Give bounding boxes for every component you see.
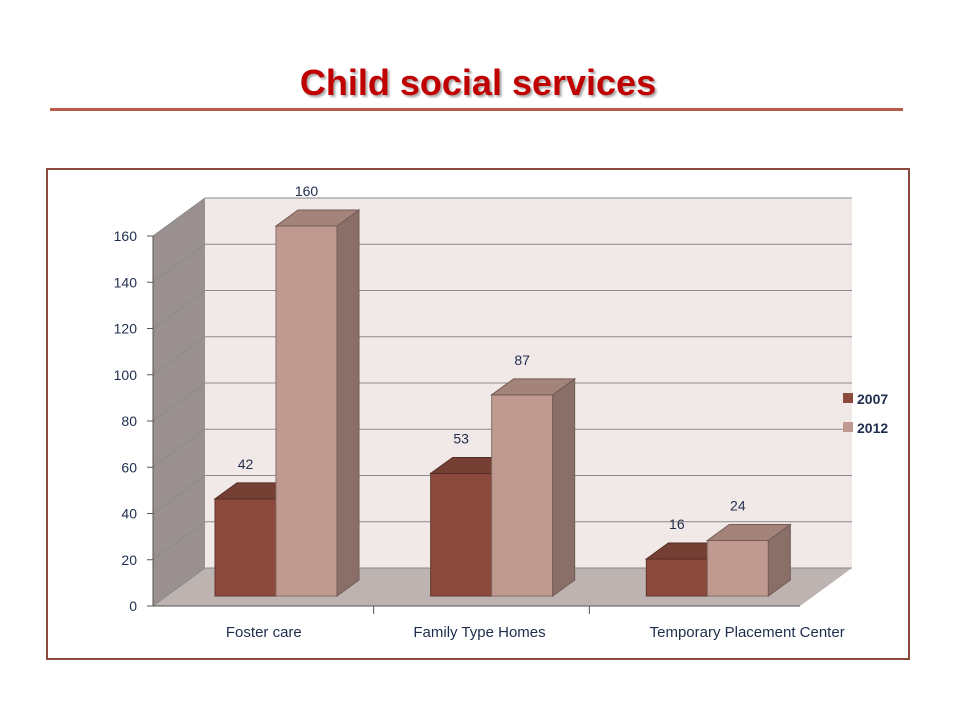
y-tick-label: 160 bbox=[114, 228, 138, 244]
category-label: Temporary Placement Center bbox=[650, 624, 845, 641]
chart-frame bbox=[46, 168, 910, 660]
legend-swatch-2012 bbox=[843, 422, 853, 432]
bar-top-2012-1 bbox=[274, 209, 361, 227]
data-label-2007-1: 42 bbox=[238, 456, 254, 472]
bar-side-2012-2 bbox=[552, 377, 576, 597]
gridline-side bbox=[152, 567, 206, 607]
bar-2012-1 bbox=[275, 225, 338, 597]
gridline-side bbox=[152, 521, 206, 561]
bar-2007-2 bbox=[430, 472, 493, 597]
y-tick-label: 60 bbox=[121, 459, 137, 475]
gridline-side bbox=[152, 336, 206, 376]
data-label-2012-1: 160 bbox=[295, 183, 319, 199]
gridline-side bbox=[152, 428, 206, 468]
gridline-side bbox=[152, 290, 206, 329]
legend-swatch-2007 bbox=[843, 393, 853, 403]
category-label: Family Type Homes bbox=[413, 624, 545, 641]
data-label-2007-2: 53 bbox=[453, 430, 469, 446]
gridline-side bbox=[152, 243, 206, 283]
gridline-side bbox=[152, 382, 206, 422]
bar-side-2012-1 bbox=[336, 209, 360, 597]
legend-label-2007: 2007 bbox=[857, 391, 888, 407]
gridline-side bbox=[152, 197, 206, 237]
bar-2007-1 bbox=[214, 498, 277, 597]
data-label-2007-3: 16 bbox=[669, 516, 685, 532]
y-tick-label: 20 bbox=[121, 552, 137, 568]
y-tick-label: 100 bbox=[114, 367, 138, 383]
data-label-2012-2: 87 bbox=[514, 352, 530, 368]
bar-2012-3 bbox=[706, 540, 769, 597]
bar-2012-2 bbox=[491, 394, 554, 597]
bar-2007-3 bbox=[645, 558, 708, 597]
gridline-side bbox=[152, 475, 206, 514]
y-tick-label: 0 bbox=[129, 598, 137, 614]
y-tick-label: 120 bbox=[114, 321, 138, 337]
y-tick-label: 140 bbox=[114, 274, 138, 290]
legend-label-2012: 2012 bbox=[857, 420, 888, 436]
bar-top-2012-2 bbox=[490, 378, 577, 396]
y-tick-label: 40 bbox=[121, 506, 137, 522]
bar-top-2012-3 bbox=[705, 524, 792, 541]
title-divider bbox=[50, 108, 903, 111]
data-label-2012-3: 24 bbox=[730, 498, 746, 514]
slide-title: Child social services bbox=[299, 62, 657, 103]
category-label: Foster care bbox=[226, 624, 302, 641]
y-tick-label: 80 bbox=[121, 413, 137, 429]
